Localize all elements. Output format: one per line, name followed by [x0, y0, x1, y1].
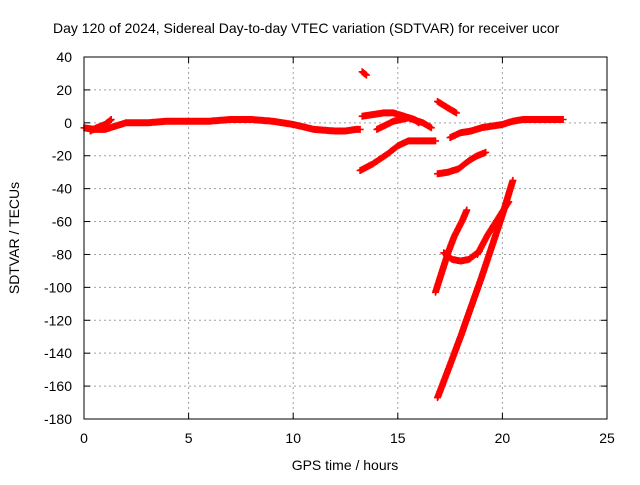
data-point-markers — [356, 137, 439, 174]
y-tick-label: -20 — [52, 148, 72, 164]
data-series-segment — [434, 97, 460, 117]
data-point-markers — [434, 148, 490, 178]
data-point-markers — [373, 114, 435, 133]
data-point-markers — [432, 206, 471, 296]
x-tick-label: 10 — [285, 430, 301, 446]
y-tick-label: -140 — [44, 345, 72, 361]
data-point-markers — [473, 198, 513, 258]
x-tick-label: 20 — [495, 430, 511, 446]
grid-layer — [84, 57, 607, 419]
data-point-markers — [446, 116, 567, 142]
data-series-segment — [80, 116, 364, 135]
x-tick-label: 0 — [80, 430, 88, 446]
tick-layer: 0 5 10 15 20 25 -180 -160 -140 -120 -100 -80 -60 -40 -… — [44, 49, 615, 446]
data-point-markers — [86, 116, 115, 135]
data-series-segment — [434, 148, 490, 178]
data-point-markers — [358, 68, 370, 79]
y-tick-label: 20 — [56, 82, 72, 98]
data-series-segment — [473, 198, 513, 258]
data-series-segment — [356, 137, 439, 174]
data-point-markers — [434, 97, 460, 117]
y-tick-label: -120 — [44, 312, 72, 328]
x-tick-label: 15 — [390, 430, 406, 446]
x-tick-label: 25 — [599, 430, 615, 446]
y-tick-label: -160 — [44, 378, 72, 394]
plot-frame — [83, 56, 608, 420]
y-tick-label: -180 — [44, 411, 72, 427]
y-tick-label: -100 — [44, 279, 72, 295]
data-series-segment — [358, 68, 370, 79]
y-tick-label: 40 — [56, 49, 72, 65]
data-layer — [80, 68, 567, 402]
x-tick-label: 5 — [185, 430, 193, 446]
data-series-segment — [432, 206, 471, 296]
data-point-markers — [80, 116, 364, 135]
y-tick-label: -40 — [52, 181, 72, 197]
data-series-segment — [373, 114, 435, 133]
x-axis-label: GPS time / hours — [292, 457, 399, 473]
data-series-segment — [86, 116, 115, 135]
y-tick-label: -60 — [52, 214, 72, 230]
y-tick-label: 0 — [64, 115, 72, 131]
y-axis-label: SDTVAR / TECUs — [6, 182, 22, 294]
chart-title: Day 120 of 2024, Sidereal Day-to-day VTE… — [53, 20, 560, 36]
data-series-segment — [446, 116, 567, 142]
y-tick-label: -80 — [52, 246, 72, 262]
